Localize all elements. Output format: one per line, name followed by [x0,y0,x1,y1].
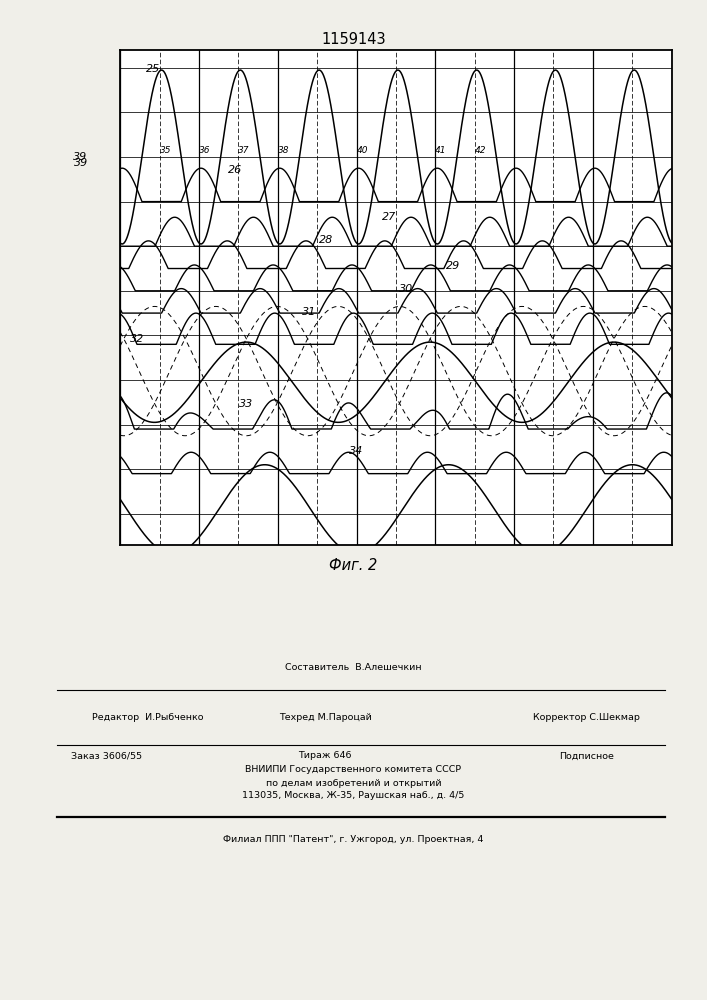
Text: 37: 37 [238,146,250,155]
Text: 38: 38 [278,146,289,155]
Text: 35: 35 [160,146,171,155]
Text: Подписное: Подписное [559,752,614,760]
Text: Фиг. 2: Фиг. 2 [329,558,378,572]
Text: 1159143: 1159143 [321,31,386,46]
Text: 34: 34 [349,446,363,456]
Text: Техред М.Пароцай: Техред М.Пароцай [279,713,372,722]
Text: 30: 30 [399,284,413,294]
Text: 36: 36 [199,146,211,155]
Text: 39: 39 [74,158,88,168]
Text: 28: 28 [319,235,333,245]
Text: 26: 26 [228,165,242,175]
Text: 29: 29 [445,261,460,271]
Text: 113035, Москва, Ж-35, Раушская наб., д. 4/5: 113035, Москва, Ж-35, Раушская наб., д. … [243,792,464,800]
Text: 31: 31 [302,307,317,317]
Text: 42: 42 [474,146,486,155]
Text: 39: 39 [74,152,88,162]
Text: 27: 27 [382,212,397,222]
Text: по делам изобретений и открытий: по делам изобретений и открытий [266,778,441,788]
Text: Филиал ППП "Патент", г. Ужгород, ул. Проектная, 4: Филиал ППП "Патент", г. Ужгород, ул. Про… [223,836,484,844]
Text: Редактор  И.Рыбченко: Редактор И.Рыбченко [92,713,204,722]
Text: 32: 32 [130,334,144,344]
Text: 25: 25 [146,64,160,74]
Text: Заказ 3606/55: Заказ 3606/55 [71,752,142,760]
Text: Тираж 646: Тираж 646 [298,752,352,760]
Text: 40: 40 [356,146,368,155]
Text: 41: 41 [436,146,447,155]
Text: 33: 33 [239,399,253,409]
Text: Корректор С.Шекмар: Корректор С.Шекмар [533,713,641,722]
Text: ВНИИПИ Государственного комитета СССР: ВНИИПИ Государственного комитета СССР [245,766,462,774]
Text: Составитель  В.Алешечкин: Составитель В.Алешечкин [285,662,422,672]
